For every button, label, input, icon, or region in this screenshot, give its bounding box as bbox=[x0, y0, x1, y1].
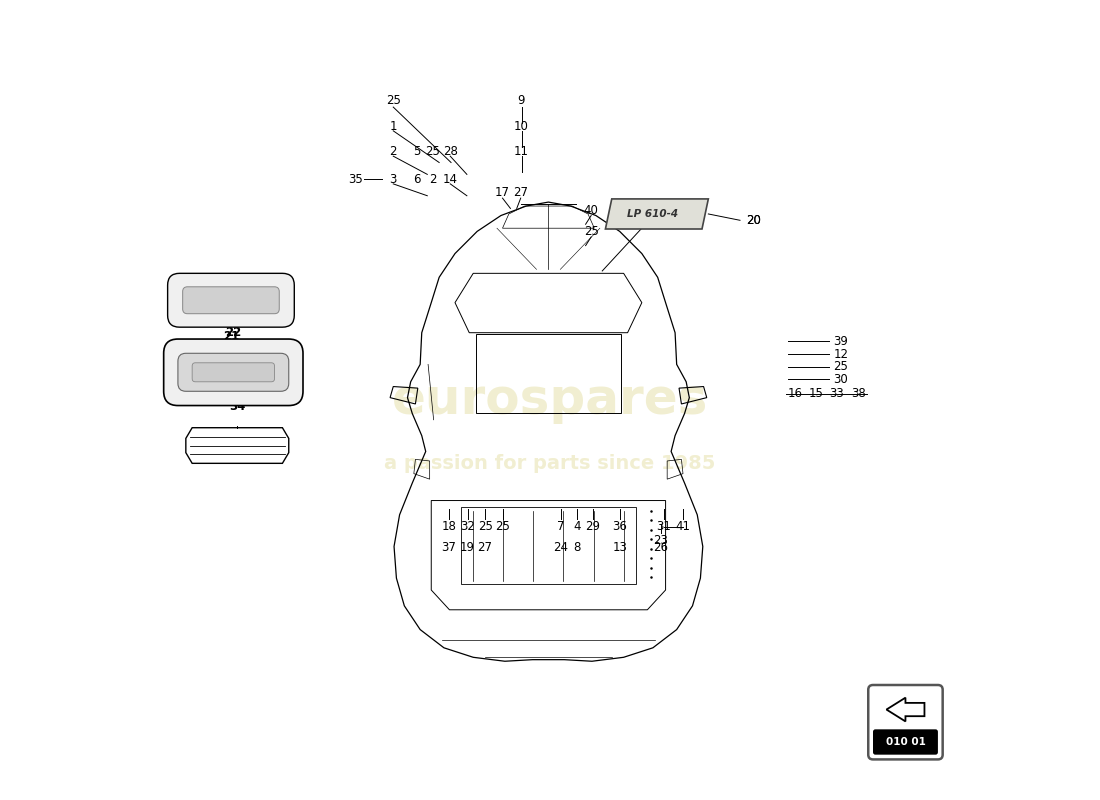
Text: 33: 33 bbox=[829, 387, 844, 400]
Text: 36: 36 bbox=[613, 520, 627, 533]
FancyBboxPatch shape bbox=[873, 730, 938, 754]
Text: 25: 25 bbox=[834, 360, 848, 374]
Text: 15: 15 bbox=[808, 387, 824, 400]
Text: 4: 4 bbox=[573, 520, 581, 533]
Text: 31: 31 bbox=[657, 520, 671, 533]
Text: 29: 29 bbox=[585, 520, 601, 533]
Text: eurospares: eurospares bbox=[392, 376, 708, 424]
Text: 3: 3 bbox=[389, 173, 397, 186]
Text: 17: 17 bbox=[495, 186, 510, 199]
Text: 12: 12 bbox=[834, 347, 848, 361]
FancyBboxPatch shape bbox=[164, 339, 302, 406]
Text: 26: 26 bbox=[653, 541, 669, 554]
Text: 32: 32 bbox=[460, 520, 475, 533]
Text: LP 610-4: LP 610-4 bbox=[627, 209, 679, 219]
Text: 14: 14 bbox=[442, 173, 458, 186]
Text: 20: 20 bbox=[746, 214, 761, 226]
FancyBboxPatch shape bbox=[178, 354, 289, 391]
Text: 37: 37 bbox=[441, 541, 456, 554]
Text: 010 01: 010 01 bbox=[886, 737, 925, 747]
Text: 25: 25 bbox=[426, 145, 440, 158]
Text: 13: 13 bbox=[613, 541, 627, 554]
Text: 25: 25 bbox=[386, 94, 400, 107]
Text: 2: 2 bbox=[389, 145, 397, 158]
Text: 18: 18 bbox=[441, 520, 456, 533]
Text: 19: 19 bbox=[460, 541, 475, 554]
Text: 1: 1 bbox=[389, 119, 397, 133]
Text: 10: 10 bbox=[514, 119, 529, 133]
Text: 27: 27 bbox=[477, 541, 493, 554]
Text: 24: 24 bbox=[553, 541, 569, 554]
Text: 11: 11 bbox=[514, 145, 529, 158]
FancyBboxPatch shape bbox=[868, 685, 943, 759]
Text: 40: 40 bbox=[584, 203, 598, 217]
FancyBboxPatch shape bbox=[167, 274, 295, 327]
Text: 21: 21 bbox=[223, 330, 239, 342]
Text: 41: 41 bbox=[675, 520, 691, 533]
Text: 8: 8 bbox=[573, 541, 581, 554]
Text: 27: 27 bbox=[514, 186, 528, 199]
Text: 25: 25 bbox=[477, 520, 493, 533]
Text: a passion for parts since 1985: a passion for parts since 1985 bbox=[384, 454, 716, 473]
Text: 20: 20 bbox=[746, 214, 761, 226]
Polygon shape bbox=[605, 199, 708, 229]
FancyBboxPatch shape bbox=[183, 286, 279, 314]
Text: 35: 35 bbox=[348, 173, 363, 186]
Text: 2: 2 bbox=[429, 173, 437, 186]
Text: 25: 25 bbox=[584, 225, 598, 238]
Text: 39: 39 bbox=[834, 335, 848, 348]
Text: 25: 25 bbox=[495, 520, 510, 533]
Text: 7: 7 bbox=[558, 520, 564, 533]
Text: 6: 6 bbox=[414, 173, 420, 186]
Text: 30: 30 bbox=[834, 373, 848, 386]
Text: 16: 16 bbox=[788, 387, 803, 400]
Text: 9: 9 bbox=[518, 94, 526, 107]
Text: 38: 38 bbox=[851, 387, 866, 400]
Text: 34: 34 bbox=[229, 401, 245, 414]
Text: 23: 23 bbox=[653, 534, 669, 547]
FancyBboxPatch shape bbox=[192, 362, 275, 382]
Text: 22: 22 bbox=[226, 326, 242, 339]
Text: 5: 5 bbox=[414, 145, 420, 158]
Text: 28: 28 bbox=[443, 145, 458, 158]
